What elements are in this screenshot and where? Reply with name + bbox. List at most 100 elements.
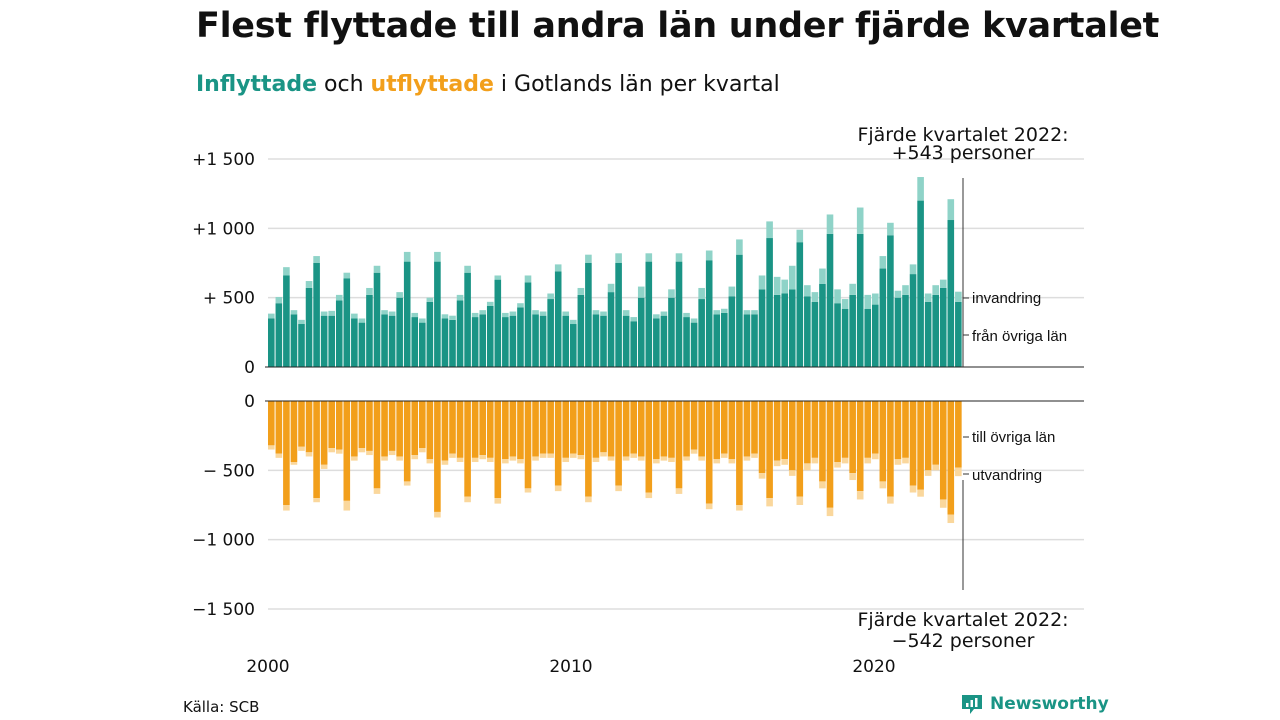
- bar-invandring: [615, 253, 622, 263]
- bar-utvandring: [509, 456, 517, 461]
- bar-fran-ovriga-lan: [622, 315, 630, 367]
- bar-invandring: [494, 275, 502, 280]
- bar-utvandring: [622, 456, 630, 461]
- subtitle-and-word: och: [324, 72, 364, 97]
- bar-till-ovriga-lan: [788, 401, 796, 471]
- bar-invandring: [328, 310, 335, 316]
- bar-utvandring: [615, 485, 622, 492]
- bar-invandring: [456, 294, 464, 301]
- bar-till-ovriga-lan: [268, 401, 275, 446]
- bar-till-ovriga-lan: [366, 401, 373, 451]
- bar-invandring: [939, 279, 947, 288]
- bar-fran-ovriga-lan: [826, 233, 834, 367]
- bar-utvandring: [834, 462, 841, 468]
- bar-utvandring: [637, 456, 645, 461]
- y-tick-label: + 500: [203, 289, 255, 309]
- bar-utvandring: [864, 457, 872, 464]
- bar-fran-ovriga-lan: [864, 308, 872, 367]
- bar-fran-ovriga-lan: [872, 304, 879, 367]
- bar-till-ovriga-lan: [645, 401, 653, 493]
- label-invandring: invandring: [972, 290, 1041, 307]
- bar-utvandring: [366, 450, 373, 456]
- bar-fran-ovriga-lan: [419, 322, 426, 367]
- bar-till-ovriga-lan: [690, 401, 698, 450]
- bar-fran-ovriga-lan: [592, 314, 600, 367]
- bar-invandring: [736, 239, 743, 255]
- bar-fran-ovriga-lan: [615, 263, 622, 367]
- bar-utvandring: [411, 455, 419, 460]
- bar-invandring: [411, 312, 419, 318]
- bar-invandring: [826, 214, 834, 234]
- bar-till-ovriga-lan: [804, 401, 811, 464]
- bar-fran-ovriga-lan: [653, 318, 660, 367]
- bar-till-ovriga-lan: [675, 401, 683, 489]
- bar-fran-ovriga-lan: [539, 315, 547, 367]
- bar-fran-ovriga-lan: [637, 297, 645, 367]
- bar-invandring: [834, 289, 841, 304]
- bar-utvandring: [630, 453, 637, 458]
- bar-invandring: [449, 315, 456, 320]
- bar-invandring: [434, 251, 441, 262]
- bar-invandring: [320, 311, 328, 316]
- bar-invandring: [690, 318, 698, 323]
- bar-till-ovriga-lan: [743, 401, 751, 457]
- bar-till-ovriga-lan: [434, 401, 441, 512]
- bar-fran-ovriga-lan: [343, 278, 351, 367]
- axes: [265, 366, 1084, 402]
- bar-utvandring: [373, 488, 381, 494]
- bar-till-ovriga-lan: [932, 401, 939, 465]
- bar-till-ovriga-lan: [622, 401, 630, 457]
- bar-till-ovriga-lan: [275, 401, 283, 454]
- bar-fran-ovriga-lan: [471, 317, 479, 367]
- bar-fran-ovriga-lan: [335, 300, 343, 367]
- bar-invandring: [517, 303, 524, 308]
- bar-utvandring: [441, 460, 449, 465]
- bar-fran-ovriga-lan: [660, 315, 668, 367]
- bar-utvandring: [743, 456, 751, 461]
- bar-invandring: [388, 311, 396, 316]
- bar-invandring: [637, 286, 645, 298]
- bar-fran-ovriga-lan: [902, 294, 909, 367]
- bar-utvandring: [902, 457, 909, 464]
- bar-utvandring: [600, 452, 607, 457]
- bar-fran-ovriga-lan: [819, 283, 826, 367]
- bar-utvandring: [486, 457, 494, 463]
- bar-invandring: [290, 310, 298, 315]
- bar-utvandring: [607, 456, 615, 461]
- bar-fran-ovriga-lan: [577, 294, 585, 367]
- bar-utvandring: [653, 459, 660, 464]
- bar-invandring: [924, 293, 932, 302]
- bar-invandring: [660, 311, 668, 316]
- bar-till-ovriga-lan: [721, 401, 728, 454]
- bar-till-ovriga-lan: [826, 401, 834, 508]
- bar-invandring: [509, 311, 517, 316]
- bar-invandring: [773, 276, 781, 295]
- bar-invandring: [373, 265, 381, 273]
- bar-fran-ovriga-lan: [524, 282, 532, 367]
- bar-invandring: [675, 253, 683, 262]
- bar-fran-ovriga-lan: [509, 315, 517, 367]
- y-tick-label: +1 500: [192, 150, 255, 170]
- bar-invandring: [464, 265, 471, 273]
- bar-invandring: [698, 287, 705, 300]
- bar-invandring: [486, 301, 494, 306]
- bar-till-ovriga-lan: [426, 401, 434, 460]
- bar-utvandring: [939, 499, 947, 508]
- bar-invandring: [955, 291, 962, 302]
- bar-utvandring: [494, 498, 502, 504]
- bar-fran-ovriga-lan: [479, 314, 486, 367]
- bar-invandring: [947, 199, 955, 221]
- bar-invandring: [275, 296, 283, 304]
- bar-fran-ovriga-lan: [411, 317, 419, 367]
- bar-invandring: [683, 312, 690, 318]
- bar-till-ovriga-lan: [751, 401, 758, 454]
- bar-fran-ovriga-lan: [924, 301, 932, 367]
- bar-till-ovriga-lan: [562, 401, 570, 458]
- bar-utvandring: [539, 453, 547, 458]
- bar-fran-ovriga-lan: [426, 301, 434, 367]
- bar-invandring: [743, 310, 751, 315]
- bar-fran-ovriga-lan: [502, 317, 509, 367]
- bar-till-ovriga-lan: [290, 401, 298, 463]
- bar-invandring: [788, 265, 796, 290]
